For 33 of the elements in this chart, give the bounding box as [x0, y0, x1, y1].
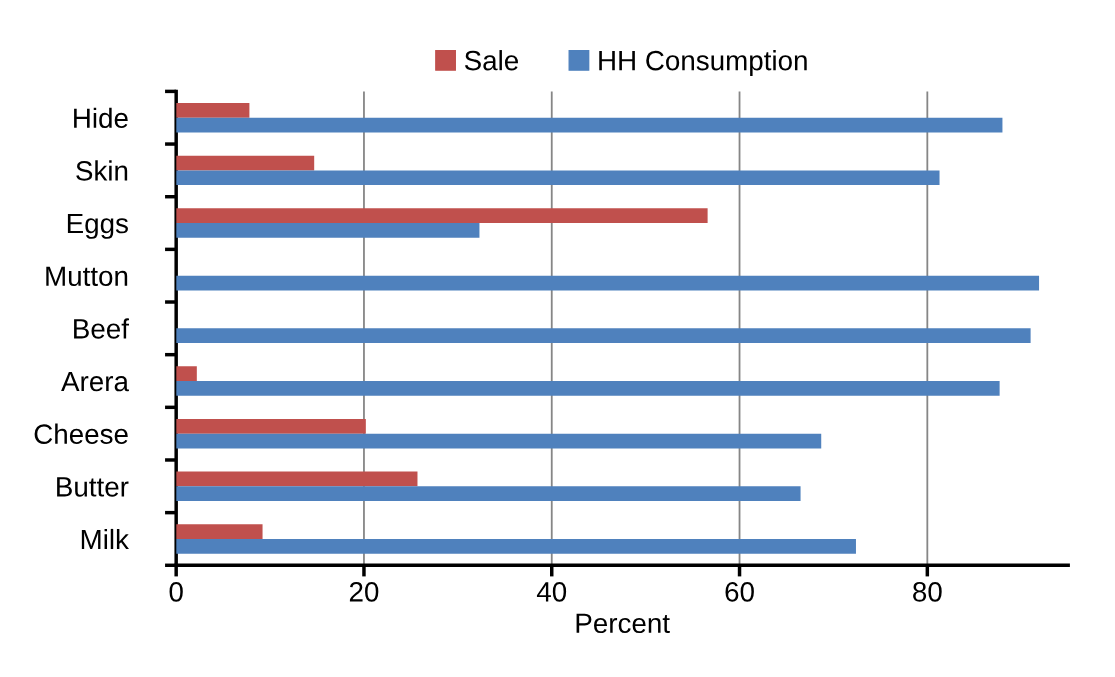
bar — [176, 538, 856, 554]
y-tick-label: Mutton — [46, 266, 128, 287]
bar — [176, 486, 801, 502]
y-tick-label: Butter — [57, 477, 129, 497]
bar — [176, 471, 418, 487]
y-tick-label: Milk — [81, 528, 129, 550]
bar — [176, 275, 1040, 291]
x-tick-label: 20 — [349, 582, 379, 602]
bar — [176, 170, 940, 186]
bar — [176, 418, 366, 434]
x-tick-label: 60 — [725, 582, 754, 602]
y-tick-label: Cheese — [34, 423, 128, 444]
legend-label: HH Consumption — [599, 50, 807, 76]
y-tick-label: Arera — [61, 371, 129, 392]
bar — [176, 328, 1031, 344]
bar — [176, 524, 263, 539]
y-tick-label: Beef — [74, 318, 129, 339]
bar — [176, 155, 315, 171]
legend-label: Sale — [464, 50, 518, 71]
bar — [176, 102, 250, 118]
bar — [176, 223, 480, 238]
bar — [176, 208, 708, 224]
x-tick-label: 0 — [169, 582, 183, 602]
bar — [176, 366, 197, 381]
bar — [176, 433, 822, 449]
bar — [176, 117, 1003, 133]
bar — [176, 381, 1000, 396]
y-tick-label: Eggs — [67, 213, 128, 239]
y-tick-label: Skin — [76, 160, 128, 181]
y-tick-label: Hide — [74, 107, 128, 129]
x-tick-label: 80 — [913, 582, 942, 602]
x-tick-label: 40 — [536, 582, 567, 602]
x-axis-title: Percent — [576, 613, 670, 634]
